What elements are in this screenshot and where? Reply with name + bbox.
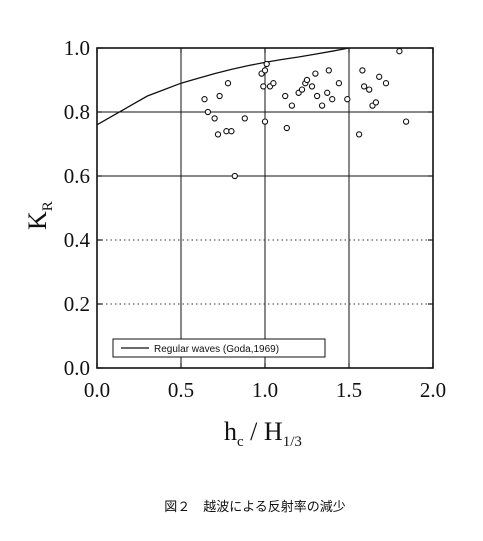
data-point	[402, 118, 410, 125]
data-point	[261, 118, 269, 125]
series-line-goda	[96, 47, 350, 126]
y-tick-label: 0.2	[64, 292, 90, 316]
data-point	[283, 124, 290, 132]
x-axis-label-denominator: H	[264, 417, 283, 446]
series-layer	[96, 47, 410, 180]
data-point	[223, 128, 230, 135]
data-point	[270, 80, 277, 87]
y-axis-label: KR	[23, 201, 56, 230]
data-point	[396, 48, 403, 55]
data-point	[312, 70, 319, 77]
data-point	[360, 83, 368, 90]
data-point	[366, 86, 373, 93]
data-point	[382, 80, 390, 87]
data-point	[214, 131, 222, 138]
data-point	[313, 92, 321, 100]
data-point	[318, 102, 326, 109]
data-point	[324, 89, 331, 96]
data-point	[335, 80, 343, 87]
y-axis-label-main: K	[23, 211, 52, 230]
x-tick-label: 2.0	[420, 378, 446, 402]
data-point	[263, 60, 270, 68]
data-point	[325, 67, 332, 74]
data-point	[303, 76, 311, 84]
y-tick-label: 1.0	[64, 36, 90, 60]
data-point	[376, 73, 383, 80]
x-tick-label: 1.0	[252, 378, 278, 402]
data-point	[211, 115, 218, 122]
data-point	[355, 131, 363, 138]
y-tick-label: 0.0	[64, 356, 90, 380]
data-point	[224, 80, 232, 87]
x-axis-label-main-sub: c	[237, 434, 244, 450]
x-axis-label-separator: /	[244, 417, 264, 446]
data-point	[231, 172, 238, 180]
data-point	[241, 115, 248, 122]
y-axis-label-sub: R	[40, 201, 56, 211]
data-point	[216, 92, 223, 100]
y-tick-label: 0.6	[64, 164, 90, 188]
data-point	[261, 67, 269, 74]
data-point	[359, 67, 366, 74]
legend-entry-label: Regular waves (Goda,1969)	[154, 344, 279, 355]
data-point	[228, 128, 235, 135]
x-axis-label: hc / H1/3	[224, 417, 302, 450]
figure-caption: 図２ 越波による反射率の減少	[164, 499, 346, 515]
y-tick-label: 0.8	[64, 100, 90, 124]
legend: Regular waves (Goda,1969)	[112, 338, 326, 358]
data-point	[288, 102, 296, 109]
data-point	[372, 99, 380, 106]
tick-layer: 0.0 0.5 1.0 1.5 2.0 0.0 0.2 0.4 0.6 0.8 1.0	[64, 36, 446, 402]
data-point	[282, 92, 289, 100]
data-point	[260, 83, 267, 90]
data-point	[298, 86, 306, 93]
y-tick-label: 0.4	[64, 228, 91, 252]
x-tick-label: 0.5	[168, 378, 194, 402]
data-point	[308, 83, 316, 90]
x-tick-label: 0.0	[84, 378, 110, 402]
x-axis-label-main: h	[224, 417, 237, 446]
data-point	[201, 96, 208, 103]
x-axis-label-denominator-sub: 1/3	[283, 434, 302, 450]
data-point	[329, 96, 336, 103]
data-point	[344, 96, 351, 103]
legend-frame	[112, 338, 326, 358]
data-point	[204, 108, 212, 116]
x-tick-label: 1.5	[336, 378, 362, 402]
